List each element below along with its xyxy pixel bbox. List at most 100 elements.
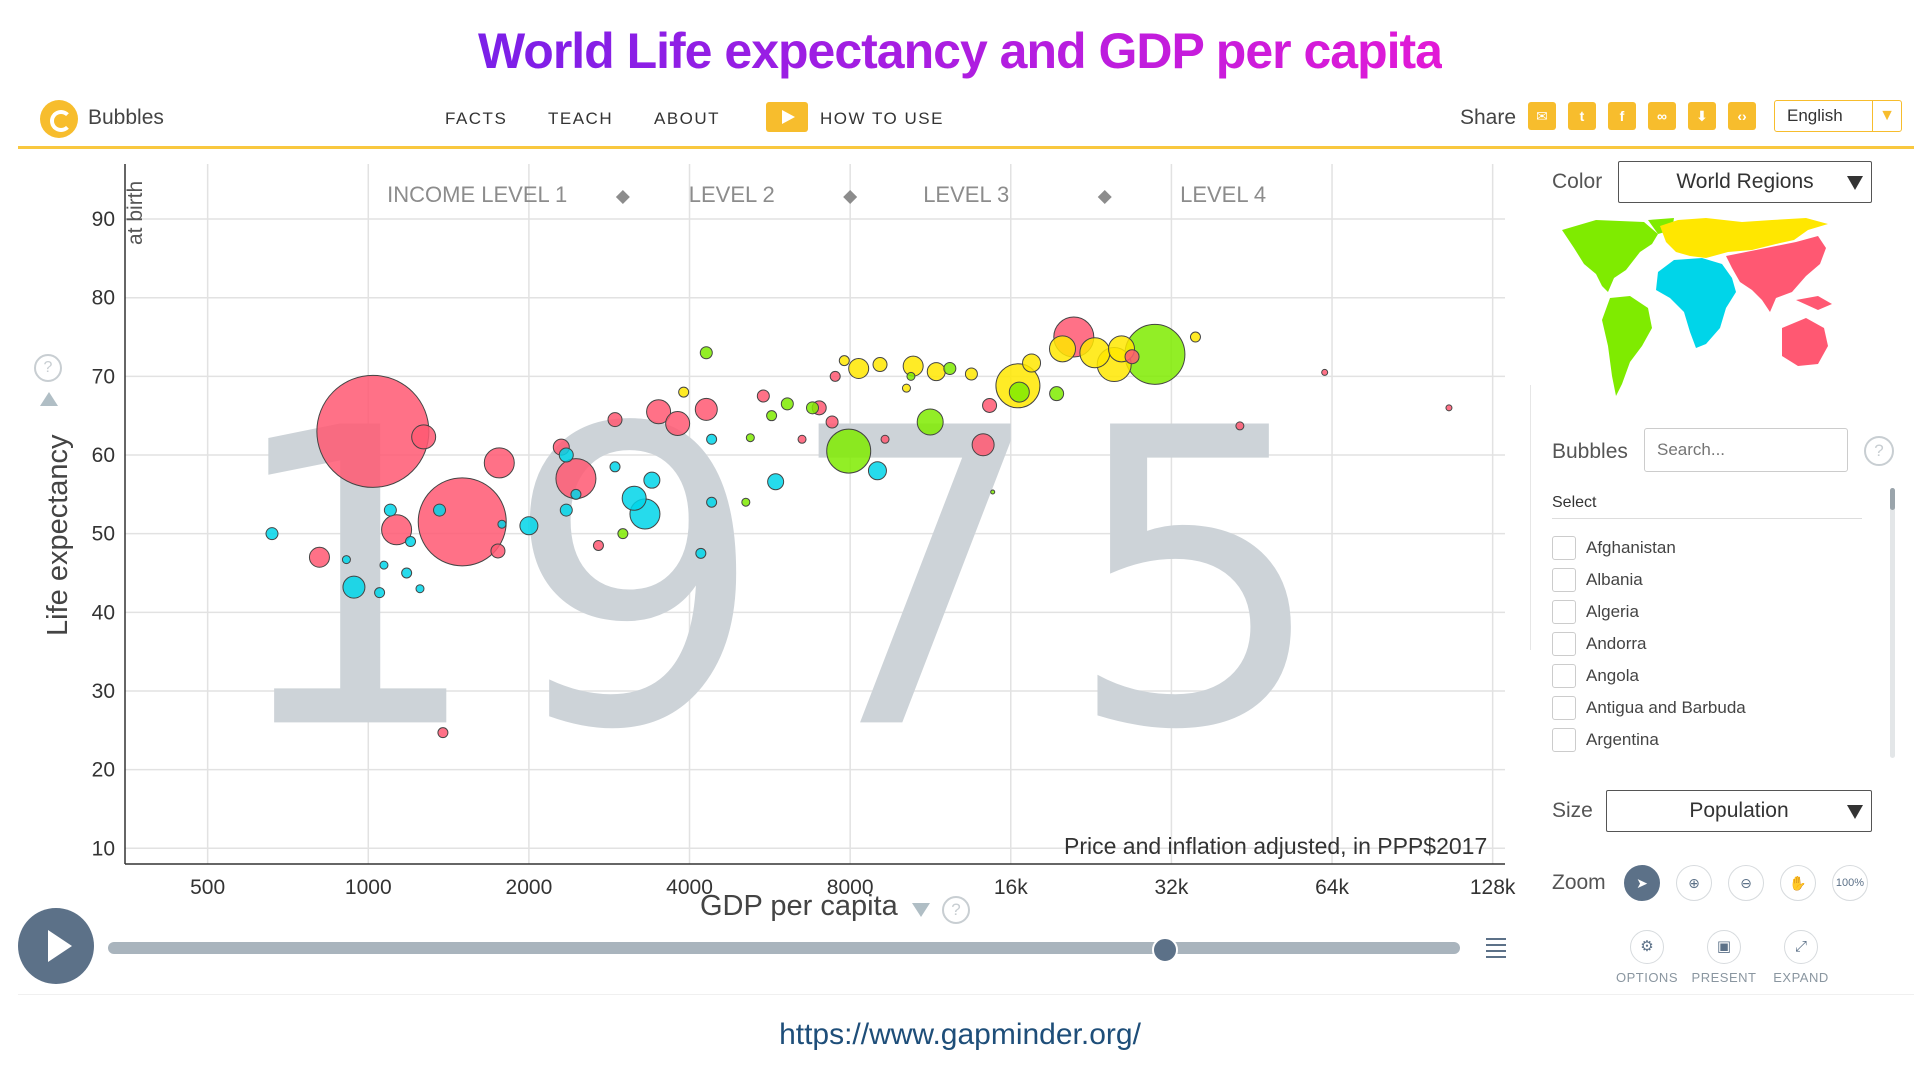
timeline-thumb[interactable] — [1151, 937, 1178, 963]
axis-note: Price and inflation adjusted, in PPP$201… — [1064, 833, 1488, 859]
size-label: Size — [1552, 799, 1593, 822]
pan-hand-icon[interactable]: ✋ — [1780, 865, 1816, 901]
chevron-down-icon — [1847, 805, 1863, 819]
checkbox[interactable] — [1552, 664, 1576, 688]
bubble — [848, 357, 870, 379]
x-tick-label: 64k — [1315, 876, 1349, 899]
checkbox[interactable] — [1552, 632, 1576, 656]
bubble — [592, 539, 604, 551]
email-share-icon[interactable]: ✉ — [1528, 102, 1556, 130]
income-level-label: LEVEL 3 — [923, 182, 1009, 207]
income-level-label: INCOME LEVEL 1 — [387, 182, 567, 207]
zoom-reset-button[interactable]: 100% — [1832, 865, 1868, 901]
bubble — [607, 412, 623, 428]
nav-teach[interactable]: TEACH — [548, 109, 614, 128]
checkbox[interactable] — [1552, 600, 1576, 624]
country-list-scrollbar[interactable] — [1890, 488, 1895, 758]
bubble — [483, 447, 515, 479]
help-icon[interactable]: ? — [1864, 436, 1894, 466]
play-button[interactable] — [18, 908, 94, 984]
bubble — [374, 587, 386, 599]
bubble — [379, 560, 389, 570]
color-select[interactable]: World Regions — [1618, 161, 1872, 203]
download-icon[interactable]: ⬇ — [1688, 102, 1716, 130]
twitter-share-icon[interactable]: t — [1568, 102, 1596, 130]
bubble — [490, 543, 506, 559]
zoom-out-icon[interactable]: ⊖ — [1728, 865, 1764, 901]
bubble — [825, 415, 839, 429]
bubble — [982, 397, 998, 413]
x-tick-label: 4000 — [666, 876, 713, 899]
x-axis-menu-arrow-icon[interactable] — [912, 903, 930, 917]
zoom-in-icon[interactable]: ⊕ — [1676, 865, 1712, 901]
gapminder-logo-icon[interactable] — [40, 100, 78, 138]
bubble — [678, 386, 690, 398]
y-axis-menu-arrow-icon[interactable] — [40, 392, 58, 406]
bubble — [867, 461, 887, 481]
y-axis-help-icon[interactable]: ? — [34, 354, 62, 382]
checkbox[interactable] — [1552, 568, 1576, 592]
bubble — [872, 357, 888, 373]
pointer-icon[interactable]: ➤ — [1624, 865, 1660, 901]
y-axis-label[interactable]: Life expectancy — [42, 434, 74, 636]
bubble — [621, 485, 647, 511]
bubble — [826, 428, 872, 474]
bubble — [906, 371, 916, 381]
bubble — [383, 503, 397, 517]
checkbox[interactable] — [1552, 696, 1576, 720]
x-tick-label: 128k — [1470, 876, 1516, 899]
bubble — [780, 397, 794, 411]
bubble — [415, 584, 425, 594]
timeline-slider[interactable] — [108, 937, 1460, 963]
how-to-use-play-icon[interactable] — [766, 102, 808, 132]
income-level-divider-icon — [843, 190, 858, 204]
link-share-icon[interactable]: ∞ — [1648, 102, 1676, 130]
size-select[interactable]: Population — [1606, 790, 1872, 832]
nav-about[interactable]: ABOUT — [654, 109, 721, 128]
how-to-use-link[interactable]: HOW TO USE — [820, 109, 944, 128]
bubble — [1235, 421, 1245, 431]
bubble — [1022, 353, 1042, 373]
options-button[interactable]: ⚙ OPTIONS — [1607, 930, 1687, 985]
bubble — [437, 727, 449, 739]
bubble — [405, 536, 417, 548]
facebook-share-icon[interactable]: f — [1608, 102, 1636, 130]
x-axis-label[interactable]: GDP per capita — [700, 890, 898, 922]
bubble — [766, 410, 778, 422]
expand-button[interactable]: ⤢ EXPAND — [1761, 930, 1841, 985]
bubble — [1124, 349, 1140, 365]
bubble — [342, 575, 366, 599]
checkbox[interactable] — [1552, 728, 1576, 752]
bubble — [741, 497, 751, 507]
country-name: Andorra — [1586, 634, 1647, 653]
bubble — [1079, 337, 1111, 369]
country-name: Albania — [1586, 570, 1643, 589]
bubble — [558, 447, 574, 463]
bubble — [316, 374, 430, 488]
brand-name[interactable]: Bubbles — [88, 106, 164, 129]
bubble — [433, 503, 447, 517]
bubble — [308, 546, 330, 568]
bubble — [838, 355, 850, 367]
bubble — [901, 383, 911, 393]
bubble — [695, 547, 707, 559]
bubble — [497, 519, 507, 529]
y-tick-label: 40 — [92, 601, 115, 624]
bubble — [990, 489, 996, 495]
language-select[interactable]: English ▼ — [1774, 100, 1902, 132]
speed-icon[interactable] — [1486, 938, 1506, 962]
y-tick-label: 30 — [92, 680, 115, 703]
checkbox[interactable] — [1552, 536, 1576, 560]
x-axis-help-icon[interactable]: ? — [942, 896, 970, 924]
world-regions-map[interactable] — [1556, 216, 1856, 401]
source-url[interactable]: https://www.gapminder.org/ — [779, 1018, 1141, 1051]
search-input[interactable] — [1644, 428, 1848, 472]
bubble — [617, 528, 629, 540]
x-tick-label: 32k — [1154, 876, 1188, 899]
nav-facts[interactable]: FACTS — [445, 109, 508, 128]
present-button[interactable]: ▣ PRESENT — [1684, 930, 1764, 985]
bubble — [745, 433, 755, 443]
embed-code-icon[interactable]: ‹› — [1728, 102, 1756, 130]
x-tick-label: 8000 — [827, 876, 874, 899]
